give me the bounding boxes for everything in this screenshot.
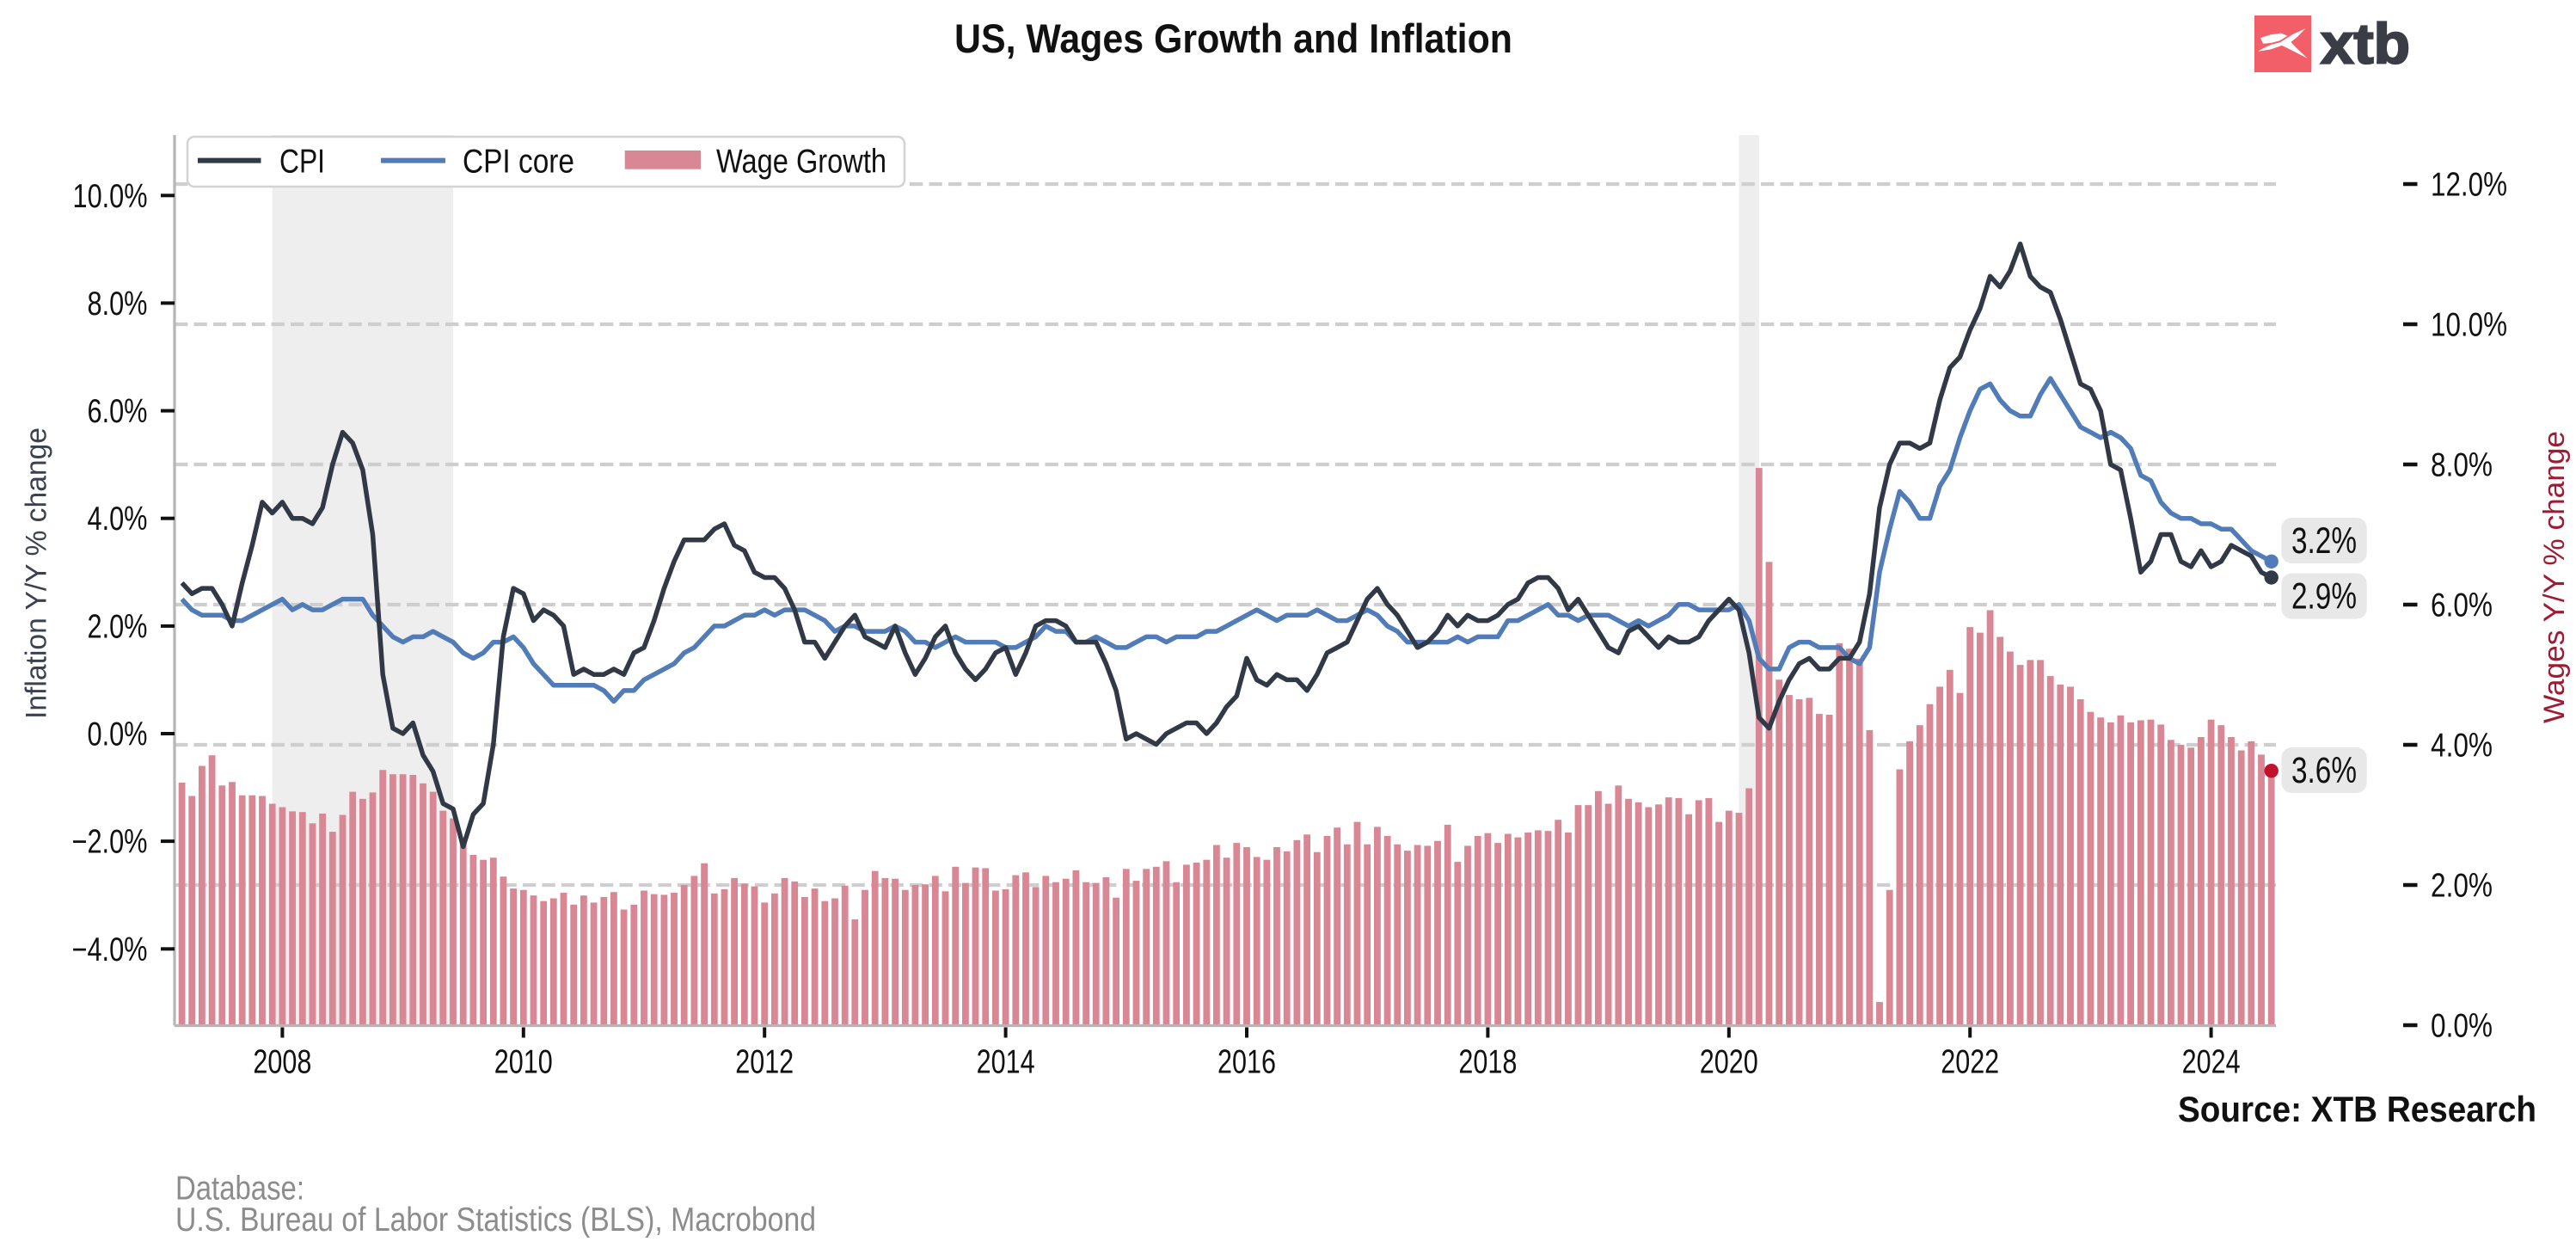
svg-text:0.0%: 0.0% — [2431, 1008, 2493, 1045]
svg-text:2018: 2018 — [1458, 1044, 1517, 1081]
svg-text:U.S. Bureau of Labor Statistic: U.S. Bureau of Labor Statistics (BLS), M… — [175, 1202, 816, 1238]
svg-text:6.0%: 6.0% — [2431, 587, 2493, 624]
svg-text:Inflation Y/Y % change: Inflation Y/Y % change — [20, 427, 52, 719]
svg-text:xtb: xtb — [2321, 12, 2410, 76]
svg-text:2008: 2008 — [253, 1044, 311, 1081]
svg-text:2016: 2016 — [1217, 1044, 1276, 1081]
svg-text:2014: 2014 — [977, 1044, 1035, 1081]
svg-text:2010: 2010 — [494, 1044, 553, 1081]
svg-text:2.0%: 2.0% — [2431, 868, 2493, 905]
svg-text:CPI: CPI — [279, 144, 325, 181]
svg-text:2.0%: 2.0% — [88, 608, 148, 645]
svg-text:3.2%: 3.2% — [2291, 520, 2357, 562]
svg-text:6.0%: 6.0% — [88, 393, 148, 430]
svg-text:2020: 2020 — [1700, 1044, 1758, 1081]
svg-text:8.0%: 8.0% — [2431, 447, 2493, 484]
svg-text:Database:: Database: — [175, 1171, 304, 1208]
svg-text:CPI core: CPI core — [463, 144, 574, 181]
svg-text:Wages Y/Y % change: Wages Y/Y % change — [2538, 431, 2571, 723]
svg-text:−2.0%: −2.0% — [72, 824, 148, 861]
svg-text:2022: 2022 — [1941, 1044, 1999, 1081]
svg-text:10.0%: 10.0% — [2431, 307, 2507, 344]
svg-text:2012: 2012 — [735, 1044, 794, 1081]
svg-text:10.0%: 10.0% — [73, 178, 148, 215]
svg-text:2.9%: 2.9% — [2291, 576, 2357, 618]
svg-text:3.6%: 3.6% — [2291, 750, 2357, 791]
svg-text:−4.0%: −4.0% — [72, 931, 148, 968]
svg-text:US, Wages Growth and Inflation: US, Wages Growth and Inflation — [954, 15, 1512, 61]
svg-text:4.0%: 4.0% — [88, 501, 148, 538]
svg-text:4.0%: 4.0% — [2431, 728, 2493, 765]
svg-text:Wage Growth: Wage Growth — [716, 144, 886, 181]
svg-text:Source: XTB Research: Source: XTB Research — [2178, 1089, 2536, 1129]
svg-text:2024: 2024 — [2182, 1044, 2241, 1081]
svg-text:0.0%: 0.0% — [88, 716, 148, 753]
svg-text:12.0%: 12.0% — [2431, 167, 2507, 204]
svg-text:8.0%: 8.0% — [88, 286, 148, 323]
